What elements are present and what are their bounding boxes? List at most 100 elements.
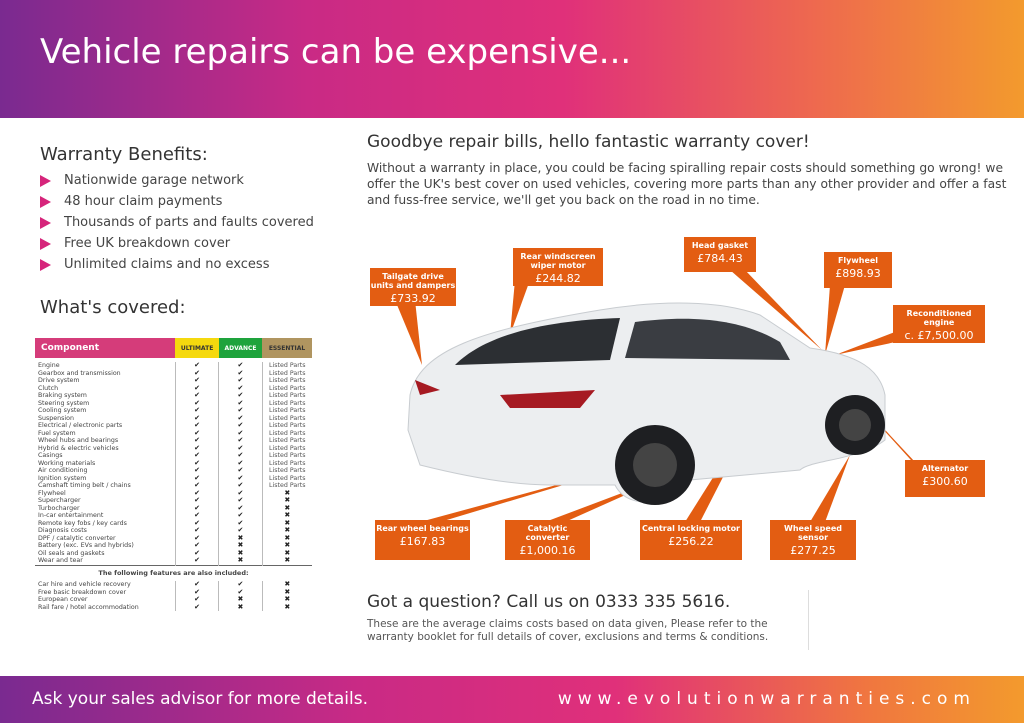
chevron-right-icon (40, 259, 51, 271)
chevron-right-icon (40, 196, 51, 208)
coverage-mark: ✔ (218, 496, 263, 505)
coverage-mark: ✔ (218, 399, 263, 407)
coverage-mark: ✖ (218, 534, 263, 542)
callout-label: Flywheel (837, 256, 879, 265)
coverage-mark: ✔ (218, 481, 263, 490)
disclaimer-note: These are the average claims costs based… (367, 618, 769, 643)
coverage-mark: ✔ (218, 429, 263, 437)
rear-window (455, 318, 620, 365)
coverage-mark: ✔ (174, 451, 219, 460)
coverage-mark: ✔ (174, 496, 219, 505)
table-row: Casings ✔ ✔ Listed Parts (35, 451, 312, 460)
coverage-mark: Listed Parts (261, 444, 312, 452)
benefit-item: Thousands of parts and faults covered (40, 214, 314, 235)
table-row: European cover ✔ ✖ ✖ (35, 595, 312, 604)
table-row: In-car entertainment ✔ ✔ ✖ (35, 511, 312, 520)
component-name: Casings (38, 452, 63, 459)
component-name: Rail fare / hotel accommodation (38, 603, 139, 611)
coverage-mark: ✔ (218, 384, 263, 392)
component-name: Supercharger (38, 497, 81, 504)
coverage-mark: ✔ (218, 504, 263, 512)
coverage-mark: Listed Parts (261, 452, 312, 460)
cost-callout: Reconditioned engine c. £7,500.00 (893, 305, 985, 343)
coverage-mark: Listed Parts (261, 459, 312, 467)
component-name: Cooling system (38, 407, 87, 414)
callout-price: £256.22 (668, 535, 714, 548)
coverage-mark: ✔ (218, 376, 263, 385)
coverage-mark: ✔ (218, 361, 263, 370)
callout-price: c. £7,500.00 (904, 329, 974, 342)
coverage-mark: ✔ (218, 526, 263, 535)
website-link[interactable]: www.evolutionwarranties.com (557, 689, 976, 709)
coverage-mark: Listed Parts (261, 392, 312, 400)
coverage-mark: Listed Parts (261, 414, 312, 422)
component-name: Suspension (38, 414, 75, 422)
table-row: Suspension ✔ ✔ Listed Parts (35, 414, 312, 422)
coverage-mark: ✔ (174, 369, 219, 377)
callout-label: Head gasket (691, 241, 749, 250)
table-row: Drive system ✔ ✔ Listed Parts (35, 376, 312, 385)
component-name: In-car entertainment (38, 512, 104, 519)
component-name: DPF / catalytic converter (38, 534, 116, 542)
component-name: Car hire and vehicle recovery (38, 581, 131, 588)
coverage-mark: ✖ (261, 580, 312, 589)
coverage-mark: ✔ (218, 588, 263, 596)
callout-label: Alternator (921, 464, 969, 473)
component-name: Hybrid & electric vehicles (38, 444, 119, 452)
coverage-mark: ✖ (261, 595, 312, 604)
car-illustration (395, 270, 920, 522)
col-ultimate: ULTIMATE (175, 338, 219, 358)
cost-callout: Catalytic converter £1,000.16 (505, 520, 590, 560)
coverage-mark: ✖ (261, 549, 312, 557)
coverage-mark: Listed Parts (261, 474, 312, 482)
header-banner: Vehicle repairs can be expensive... (0, 0, 1024, 118)
coverage-mark: ✖ (261, 519, 312, 527)
coverage-mark: ✖ (261, 526, 312, 535)
component-name: Free basic breakdown cover (38, 588, 127, 596)
cost-callout: Rear wheel bearings £167.83 (375, 520, 470, 560)
table-row: Turbocharger ✔ ✔ ✖ (35, 504, 312, 512)
callout-label: Rear wheel bearings (376, 524, 469, 533)
table-row: Camshaft timing belt / chains ✔ ✔ Listed Pa… (35, 481, 312, 490)
coverage-mark: ✔ (174, 504, 219, 512)
divider (808, 590, 809, 650)
coverage-mark: ✔ (218, 436, 263, 445)
component-name: Fuel system (38, 429, 76, 437)
table-row: Working materials ✔ ✔ Listed Parts (35, 459, 312, 467)
coverage-mark: Listed Parts (261, 467, 312, 475)
coverage-mark: ✔ (174, 459, 219, 467)
callout-label: Wheel speed sensor (784, 524, 842, 542)
cost-callout: Alternator £300.60 (905, 460, 985, 497)
coverage-mark: Listed Parts (261, 429, 312, 437)
component-name: Clutch (38, 384, 59, 392)
coverage-mark: Listed Parts (261, 384, 312, 392)
coverage-mark: ✔ (174, 481, 219, 490)
table-row: Supercharger ✔ ✔ ✖ (35, 496, 312, 505)
coverage-mark: ✔ (174, 444, 219, 452)
callout-price: £277.25 (790, 544, 836, 557)
coverage-mark: ✔ (174, 436, 219, 445)
coverage-mark: ✔ (174, 361, 219, 370)
coverage-mark: ✔ (218, 406, 263, 415)
coverage-mark: ✔ (174, 414, 219, 422)
table-row: Battery (exc. EVs and hybrids) ✔ ✖ ✖ (35, 541, 312, 550)
table-row: Rail fare / hotel accommodation ✔ ✖ ✖ (35, 603, 312, 611)
table-row: Remote key fobs / key cards ✔ ✔ ✖ (35, 519, 312, 527)
component-name: Wear and tear (38, 557, 83, 564)
coverage-mark: ✔ (218, 459, 263, 467)
table-row: Ignition system ✔ ✔ Listed Parts (35, 474, 312, 482)
coverage-mark: ✔ (174, 421, 219, 430)
component-name: Ignition system (38, 474, 87, 482)
coverage-mark: ✔ (174, 391, 219, 400)
coverage-mark: ✔ (218, 519, 263, 527)
component-name: Engine (38, 362, 60, 369)
table-row: Oil seals and gaskets ✔ ✖ ✖ (35, 549, 312, 557)
coverage-table: Component ULTIMATE ADVANCE ESSENTIAL Eng… (35, 338, 312, 611)
coverage-mark: Listed Parts (261, 369, 312, 377)
coverage-mark: ✔ (174, 534, 219, 542)
component-name: Electrical / electronic parts (38, 422, 123, 429)
callout-price: £1,000.16 (519, 544, 576, 557)
coverage-mark: ✖ (261, 511, 312, 520)
component-name: Drive system (38, 377, 80, 384)
component-name: European cover (38, 596, 88, 603)
